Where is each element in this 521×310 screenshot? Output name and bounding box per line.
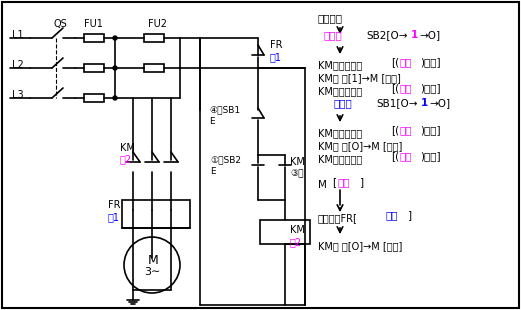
Text: KM圈 态[1]→M [启转]: KM圈 态[1]→M [启转]: [318, 73, 401, 83]
Text: ]: ]: [408, 210, 412, 220]
Text: )接通]: )接通]: [420, 83, 441, 93]
Bar: [84, 94, 104, 102]
Text: KM圈自保电路: KM圈自保电路: [318, 86, 362, 96]
Bar: [144, 34, 164, 42]
Text: KM: KM: [120, 143, 135, 153]
Text: KM: KM: [290, 225, 305, 235]
Text: [: [: [332, 177, 336, 187]
Circle shape: [113, 96, 117, 100]
Text: 3∼: 3∼: [144, 267, 160, 277]
Text: ]: ]: [360, 177, 364, 187]
Text: KM圈停车电路: KM圈停车电路: [318, 128, 362, 138]
Text: ①赿SB2: ①赿SB2: [210, 156, 241, 165]
Text: 热继电器FR[: 热继电器FR[: [318, 213, 358, 223]
Text: E: E: [210, 166, 216, 175]
Text: SB1[O→: SB1[O→: [376, 98, 417, 108]
Text: M: M: [318, 180, 330, 190]
Text: 按一下: 按一下: [323, 30, 342, 40]
Text: FR: FR: [270, 40, 282, 50]
Bar: [144, 64, 164, 72]
Text: KM: KM: [290, 157, 305, 167]
Text: KM圈自保电路: KM圈自保电路: [318, 154, 362, 164]
Text: [(: [(: [391, 83, 399, 93]
Text: )断开]: )断开]: [420, 125, 441, 135]
Text: M: M: [148, 254, 159, 267]
Text: 过热: 过热: [337, 177, 350, 187]
Text: 动作: 动作: [386, 210, 399, 220]
Text: L2: L2: [12, 60, 24, 70]
Bar: [84, 64, 104, 72]
Text: KM圈 态[O]→M [停转]: KM圈 态[O]→M [停转]: [318, 141, 402, 151]
Text: QS: QS: [53, 19, 67, 29]
Text: →O]: →O]: [429, 98, 450, 108]
Text: 按一下: 按一下: [333, 98, 352, 108]
Text: 保持: 保持: [400, 151, 413, 161]
Text: 果1: 果1: [270, 52, 282, 62]
Text: 短时: 短时: [400, 57, 413, 67]
Text: KM圈启动电路: KM圈启动电路: [318, 60, 362, 70]
Text: )接通]: )接通]: [420, 57, 441, 67]
Bar: [84, 34, 104, 42]
Text: FR: FR: [108, 200, 120, 210]
Text: （开始）: （开始）: [318, 13, 343, 23]
Text: 1: 1: [421, 98, 428, 108]
Text: FU2: FU2: [148, 19, 167, 29]
Circle shape: [113, 66, 117, 70]
Text: 短时: 短时: [400, 125, 413, 135]
Text: 保持: 保持: [400, 83, 413, 93]
Text: [(: [(: [391, 57, 399, 67]
Text: 因2: 因2: [290, 237, 302, 247]
Text: KM圈 态[O]→M [免烧]: KM圈 态[O]→M [免烧]: [318, 241, 402, 251]
Circle shape: [113, 36, 117, 40]
Text: 果2: 果2: [120, 154, 132, 164]
Text: →O]: →O]: [419, 30, 440, 40]
Text: L3: L3: [12, 90, 23, 100]
Text: [(: [(: [391, 151, 399, 161]
Text: [(: [(: [391, 125, 399, 135]
Text: SB2[O→: SB2[O→: [366, 30, 407, 40]
Text: 1: 1: [411, 30, 418, 40]
Text: 因1: 因1: [108, 212, 120, 222]
Bar: [122, 200, 190, 228]
Circle shape: [124, 237, 180, 293]
Text: FU1: FU1: [84, 19, 103, 29]
Text: )断开]: )断开]: [420, 151, 441, 161]
Text: L1: L1: [12, 30, 23, 40]
Text: E: E: [209, 117, 215, 126]
Text: ④停SB1: ④停SB1: [209, 105, 240, 114]
Text: ③保: ③保: [290, 169, 304, 178]
Bar: [260, 220, 310, 244]
